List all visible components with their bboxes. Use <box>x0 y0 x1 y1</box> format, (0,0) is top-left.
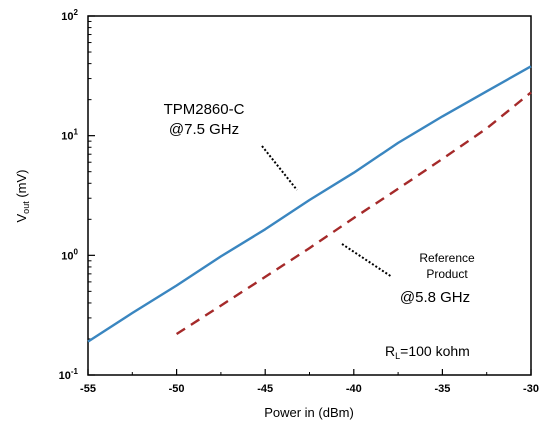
rl-main: R <box>385 343 395 359</box>
y-tick-label-base: 10 <box>59 370 71 382</box>
series-layer <box>87 65 532 343</box>
reference-product-line <box>175 91 532 336</box>
x-tick-label: -45 <box>257 383 273 395</box>
y-tick-label-exponent: -1 <box>71 367 79 376</box>
reference-annotation-line2: Product <box>426 267 468 281</box>
tpm-annotation-leader <box>261 145 298 191</box>
plot-frame <box>87 15 532 376</box>
y-tick-label: 101 <box>61 128 78 143</box>
y-tick-label-base: 10 <box>61 131 73 143</box>
x-tick-label: -35 <box>434 383 450 395</box>
x-tick-label: -55 <box>80 383 96 395</box>
x-tick-label: -40 <box>346 383 362 395</box>
rl-rest: =100 kohm <box>400 343 470 359</box>
y-tick-label-exponent: 1 <box>74 128 79 137</box>
y-tick-label-base: 10 <box>61 11 73 23</box>
x-axis-ticks: -55 -50 -45 -40 -35 -30 <box>80 369 539 395</box>
y-axis-label-sub: out <box>21 201 31 214</box>
y-tick-label-base: 10 <box>61 250 73 262</box>
tpm-annotation-line2: @7.5 GHz <box>169 121 239 138</box>
reference-annotation-line1: Reference <box>419 251 475 265</box>
y-tick-label-exponent: 2 <box>74 8 79 17</box>
tpm-annotation-line1: TPM2860-C <box>164 101 245 118</box>
rl-sub: L <box>395 351 400 361</box>
y-axis-label-unit: (mV) <box>14 170 29 202</box>
tpm2860-line <box>87 65 532 343</box>
load-resistance-annotation: RL=100 kohm <box>385 343 470 361</box>
x-tick-label: -50 <box>169 383 185 395</box>
y-axis-label: Vout (mV) <box>14 170 31 223</box>
x-axis-label: Power in (dBm) <box>264 405 354 420</box>
y-axis-label-main: V <box>14 213 29 222</box>
y-tick-label: 102 <box>61 8 78 23</box>
y-tick-label: 10-1 <box>59 367 79 382</box>
reference-annotation-leader <box>341 243 393 278</box>
y-tick-label: 100 <box>61 247 78 262</box>
reference-annotation-line3: @5.8 GHz <box>400 289 470 306</box>
y-tick-label-exponent: 0 <box>74 247 79 256</box>
x-tick-label: -30 <box>523 383 539 395</box>
